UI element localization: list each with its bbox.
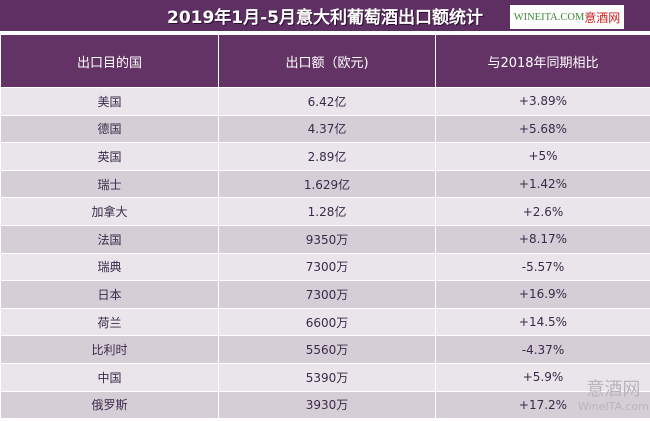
table-row: 荷兰 6600万 +14.5%: [0, 307, 650, 337]
export-value-cell: 4.37亿: [218, 114, 436, 144]
export-value-cell: 9350万: [218, 224, 436, 254]
change-cell: +5.68%: [435, 114, 650, 144]
table-row: 日本 7300万 +16.9%: [0, 280, 650, 309]
change-cell: +8.17%: [435, 224, 650, 254]
country-cell: 荷兰: [0, 307, 219, 337]
column-header: 与2018年同期相比: [435, 34, 650, 88]
table-row: 俄罗斯 3930万 +17.2%: [0, 390, 650, 420]
table-row: 德国 4.37亿 +5.68%: [0, 114, 650, 144]
country-cell: 英国: [0, 142, 219, 171]
watermark: 意酒网 WineITA.com: [578, 379, 649, 413]
table-row: 加拿大 1.28亿 +2.6%: [0, 197, 650, 226]
change-cell: +5%: [435, 142, 650, 171]
export-value-cell: 7300万: [218, 252, 436, 282]
change-cell: +14.5%: [435, 307, 650, 337]
export-value-cell: 1.28亿: [218, 197, 436, 226]
change-cell: +16.9%: [435, 280, 650, 309]
export-value-cell: 6600万: [218, 307, 436, 337]
country-cell: 美国: [0, 87, 219, 116]
change-cell: +5.9%: [435, 362, 650, 392]
country-cell: 比利时: [0, 335, 219, 364]
export-table: 出口目的国 出口额（欧元) 与2018年同期相比 美国 6.42亿 +3.89% 德国 4.…: [0, 34, 650, 420]
export-value-cell: 1.629亿: [218, 169, 436, 199]
country-cell: 瑞士: [0, 169, 219, 199]
country-cell: 俄罗斯: [0, 390, 219, 420]
table-row: 法国 9350万 +8.17%: [0, 224, 650, 254]
table-row: 美国 6.42亿 +3.89%: [0, 87, 650, 116]
country-cell: 法国: [0, 224, 219, 254]
export-value-cell: 6.42亿: [218, 87, 436, 116]
column-header: 出口目的国: [0, 34, 219, 88]
country-cell: 加拿大: [0, 197, 219, 226]
page-title: 2019年1月-5月意大利葡萄酒出口额统计: [166, 8, 484, 28]
title-bar: 2019年1月-5月意大利葡萄酒出口额统计 WINEITA.COM 意酒网: [0, 0, 650, 34]
change-cell: -4.37%: [435, 335, 650, 364]
logo: WINEITA.COM 意酒网: [510, 5, 624, 29]
country-cell: 中国: [0, 362, 219, 392]
table-row: 瑞士 1.629亿 +1.42%: [0, 169, 650, 199]
export-value-cell: 3930万: [218, 390, 436, 420]
column-header: 出口额（欧元): [218, 34, 436, 88]
table-row: 瑞典 7300万 -5.57%: [0, 252, 650, 282]
country-cell: 日本: [0, 280, 219, 309]
export-value-cell: 7300万: [218, 280, 436, 309]
export-value-cell: 5390万: [218, 362, 436, 392]
change-cell: +2.6%: [435, 197, 650, 226]
table-row: 英国 2.89亿 +5%: [0, 142, 650, 171]
change-cell: +3.89%: [435, 87, 650, 116]
country-cell: 瑞典: [0, 252, 219, 282]
table-row: 比利时 5560万 -4.37%: [0, 335, 650, 364]
export-value-cell: 5560万: [218, 335, 436, 364]
table-row: 中国 5390万 +5.9%: [0, 362, 650, 392]
change-cell: -5.57%: [435, 252, 650, 282]
change-cell: +1.42%: [435, 169, 650, 199]
export-value-cell: 2.89亿: [218, 142, 436, 171]
country-cell: 德国: [0, 114, 219, 144]
